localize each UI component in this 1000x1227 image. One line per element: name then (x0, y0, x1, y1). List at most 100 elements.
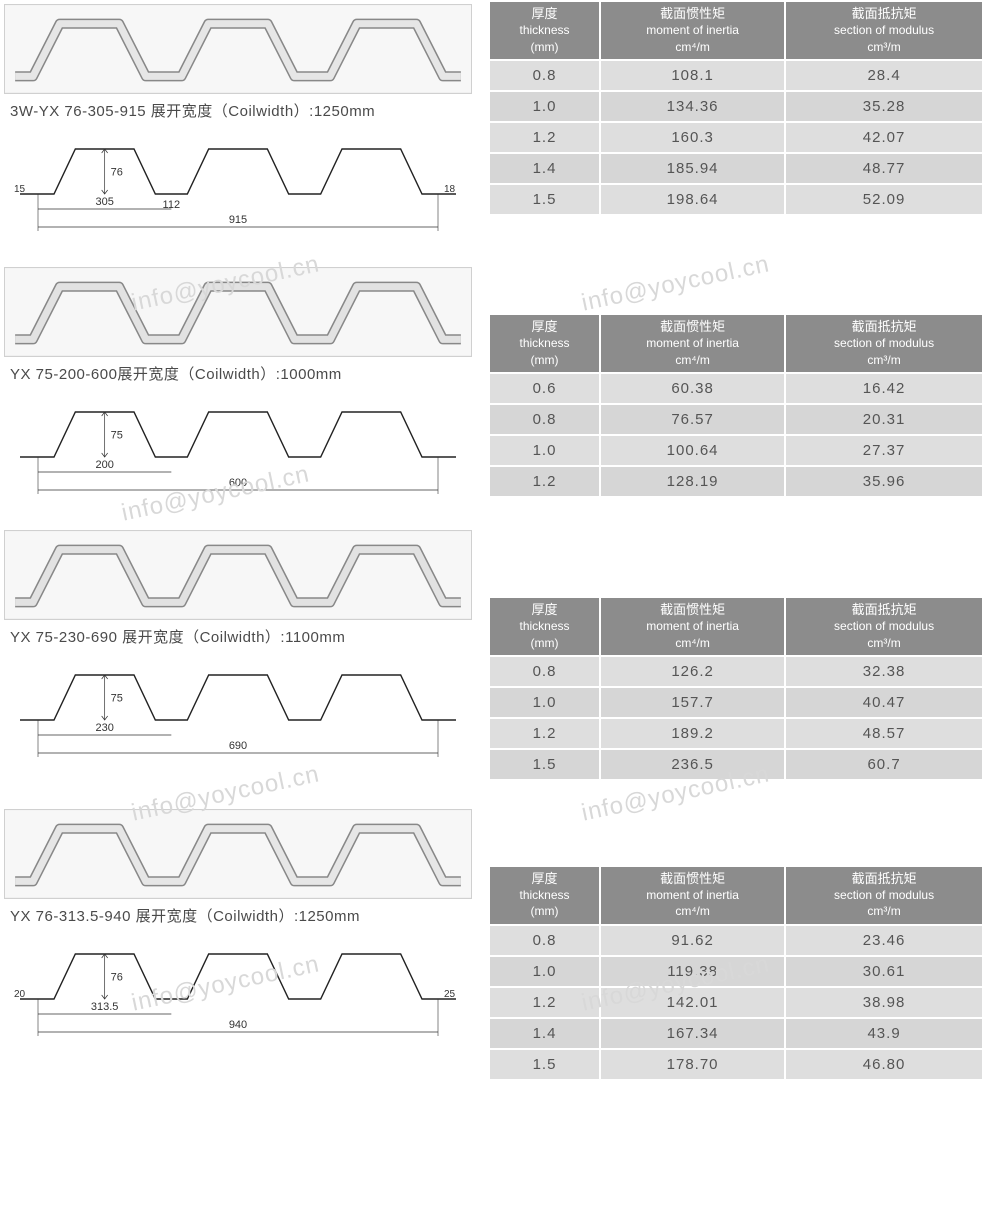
svg-text:25: 25 (444, 989, 456, 1000)
cell-thickness: 1.2 (489, 466, 600, 497)
profile-diagram: 690 230 75 (4, 655, 472, 765)
table-row: 1.0 157.7 40.47 (489, 687, 983, 718)
col-thickness: 厚度thickness(mm) (489, 314, 600, 373)
svg-text:230: 230 (95, 722, 113, 734)
cell-modulus: 35.96 (785, 466, 983, 497)
cell-modulus: 30.61 (785, 956, 983, 987)
col-modulus: 截面抵抗矩section of moduluscm³/m (785, 1, 983, 60)
cell-inertia: 189.2 (600, 718, 785, 749)
cell-modulus: 46.80 (785, 1049, 983, 1080)
cell-inertia: 126.2 (600, 656, 785, 687)
cell-thickness: 0.8 (489, 60, 600, 91)
table-row: 1.2 128.19 35.96 (489, 466, 983, 497)
table-row: 1.2 142.01 38.98 (489, 987, 983, 1018)
col-thickness: 厚度thickness(mm) (489, 866, 600, 925)
cell-thickness: 0.8 (489, 925, 600, 956)
profile-photo (4, 530, 472, 620)
table-row: 0.6 60.38 16.42 (489, 373, 983, 404)
table-row: 1.5 198.64 52.09 (489, 184, 983, 215)
col-inertia: 截面惯性矩moment of inertiacm⁴/m (600, 314, 785, 373)
svg-text:75: 75 (111, 693, 123, 705)
svg-text:600: 600 (229, 477, 247, 489)
cell-thickness: 1.0 (489, 956, 600, 987)
table-row: 1.2 189.2 48.57 (489, 718, 983, 749)
table-row: 1.5 178.70 46.80 (489, 1049, 983, 1080)
table-row: 1.0 134.36 35.28 (489, 91, 983, 122)
profile-section: YX 75-230-690 展开宽度（Coilwidth）:1100mm 690… (0, 526, 1000, 785)
cell-inertia: 134.36 (600, 91, 785, 122)
col-modulus: 截面抵抗矩section of moduluscm³/m (785, 866, 983, 925)
cell-thickness: 0.8 (489, 404, 600, 435)
svg-text:940: 940 (229, 1019, 247, 1031)
profile-caption: YX 75-230-690 展开宽度（Coilwidth）:1100mm (4, 620, 472, 655)
cell-inertia: 236.5 (600, 749, 785, 780)
profile-caption: YX 75-200-600展开宽度（Coilwidth）:1000mm (4, 357, 472, 392)
profile-photo (4, 809, 472, 899)
cell-thickness: 1.0 (489, 91, 600, 122)
table-row: 1.2 160.3 42.07 (489, 122, 983, 153)
cell-thickness: 1.2 (489, 718, 600, 749)
cell-thickness: 0.8 (489, 656, 600, 687)
cell-modulus: 42.07 (785, 122, 983, 153)
spec-table: 厚度thickness(mm) 截面惯性矩moment of inertiacm… (488, 865, 984, 1081)
cell-thickness: 1.0 (489, 435, 600, 466)
profile-diagram: 940 313.5 762025 (4, 934, 472, 1044)
cell-thickness: 1.5 (489, 749, 600, 780)
cell-thickness: 1.2 (489, 122, 600, 153)
cell-modulus: 35.28 (785, 91, 983, 122)
cell-modulus: 60.7 (785, 749, 983, 780)
svg-text:75: 75 (111, 430, 123, 442)
col-thickness: 厚度thickness(mm) (489, 597, 600, 656)
cell-inertia: 108.1 (600, 60, 785, 91)
spec-table: 厚度thickness(mm) 截面惯性矩moment of inertiacm… (488, 0, 984, 216)
cell-thickness: 1.0 (489, 687, 600, 718)
cell-inertia: 119.38 (600, 956, 785, 987)
svg-text:690: 690 (229, 740, 247, 752)
cell-modulus: 48.77 (785, 153, 983, 184)
profile-photo (4, 4, 472, 94)
cell-modulus: 20.31 (785, 404, 983, 435)
cell-inertia: 160.3 (600, 122, 785, 153)
profile-section: 3W-YX 76-305-915 展开宽度（Coilwidth）:1250mm … (0, 0, 1000, 243)
profile-diagram: 915 305 76 112 15 18 (4, 129, 472, 239)
cell-inertia: 157.7 (600, 687, 785, 718)
cell-thickness: 0.6 (489, 373, 600, 404)
table-row: 0.8 126.2 32.38 (489, 656, 983, 687)
cell-modulus: 27.37 (785, 435, 983, 466)
cell-thickness: 1.5 (489, 1049, 600, 1080)
cell-modulus: 48.57 (785, 718, 983, 749)
svg-text:112: 112 (163, 199, 181, 211)
svg-text:915: 915 (229, 214, 247, 226)
cell-inertia: 198.64 (600, 184, 785, 215)
table-row: 0.8 108.1 28.4 (489, 60, 983, 91)
profile-diagram: 600 200 75 (4, 392, 472, 502)
cell-modulus: 40.47 (785, 687, 983, 718)
cell-modulus: 23.46 (785, 925, 983, 956)
cell-modulus: 38.98 (785, 987, 983, 1018)
svg-text:200: 200 (95, 459, 113, 471)
cell-inertia: 128.19 (600, 466, 785, 497)
cell-thickness: 1.4 (489, 153, 600, 184)
table-row: 1.4 167.34 43.9 (489, 1018, 983, 1049)
table-row: 1.4 185.94 48.77 (489, 153, 983, 184)
table-row: 1.5 236.5 60.7 (489, 749, 983, 780)
profile-caption: YX 76-313.5-940 展开宽度（Coilwidth）:1250mm (4, 899, 472, 934)
profile-section: YX 75-200-600展开宽度（Coilwidth）:1000mm 600 … (0, 263, 1000, 506)
cell-inertia: 60.38 (600, 373, 785, 404)
table-row: 1.0 100.64 27.37 (489, 435, 983, 466)
svg-text:76: 76 (111, 167, 123, 179)
svg-text:18: 18 (444, 184, 456, 195)
cell-inertia: 100.64 (600, 435, 785, 466)
svg-text:76: 76 (111, 971, 123, 983)
cell-inertia: 167.34 (600, 1018, 785, 1049)
cell-inertia: 185.94 (600, 153, 785, 184)
svg-text:305: 305 (95, 196, 113, 208)
table-row: 0.8 76.57 20.31 (489, 404, 983, 435)
cell-thickness: 1.5 (489, 184, 600, 215)
cell-modulus: 16.42 (785, 373, 983, 404)
svg-text:313.5: 313.5 (91, 1001, 119, 1013)
col-modulus: 截面抵抗矩section of moduluscm³/m (785, 314, 983, 373)
svg-text:15: 15 (14, 184, 26, 195)
spec-table: 厚度thickness(mm) 截面惯性矩moment of inertiacm… (488, 313, 984, 498)
table-row: 1.0 119.38 30.61 (489, 956, 983, 987)
